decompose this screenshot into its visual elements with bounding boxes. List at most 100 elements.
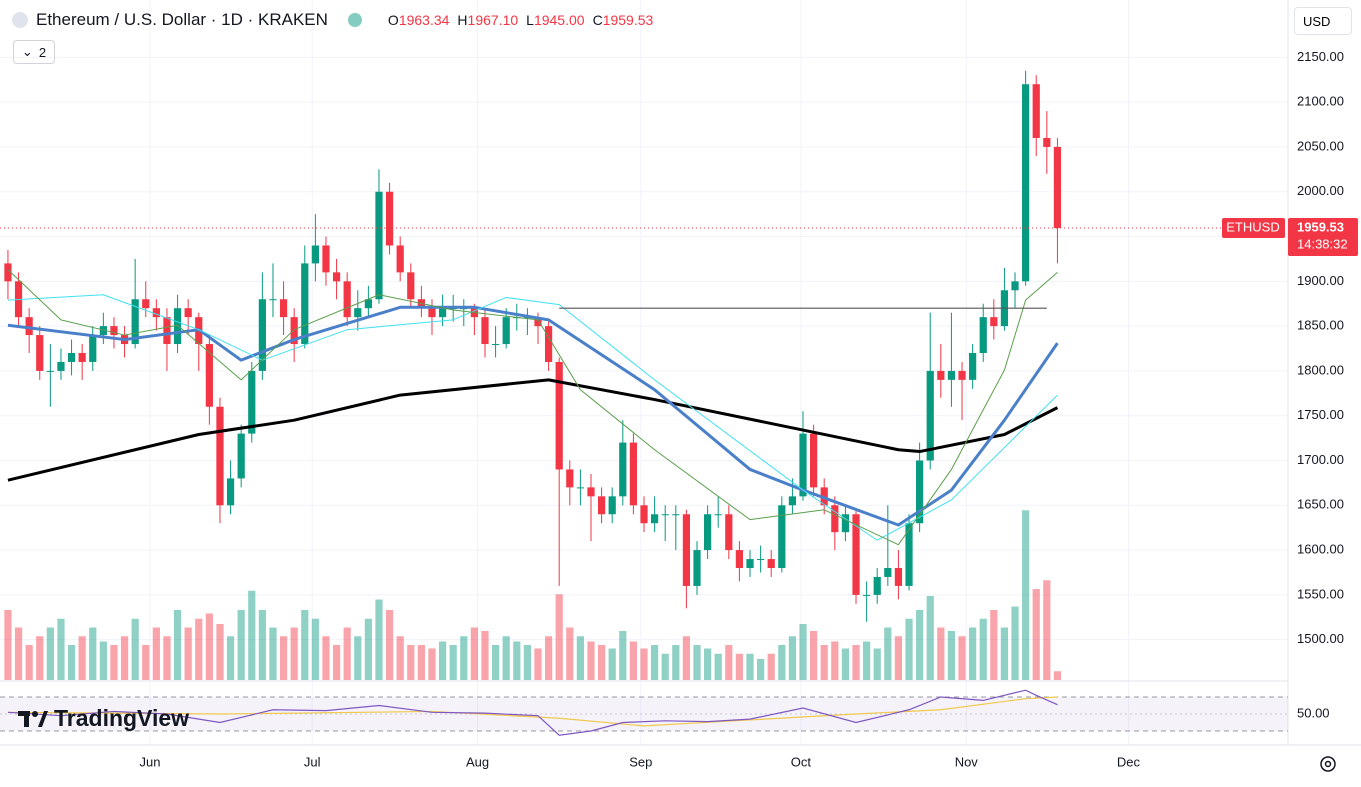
volume-bar <box>120 636 129 680</box>
candle-body <box>163 317 171 345</box>
market-status <box>347 13 362 27</box>
candle-body <box>555 361 563 470</box>
volume-bar <box>958 636 966 680</box>
volume-bar <box>449 645 457 680</box>
volume-bar <box>947 631 956 680</box>
volume-bar <box>301 610 309 680</box>
volume-bar <box>778 645 786 680</box>
volume-bar <box>841 648 850 680</box>
volume-bar <box>36 636 44 680</box>
candle-body <box>311 245 319 264</box>
price-label-box <box>1288 217 1358 256</box>
candle-body <box>407 272 415 300</box>
volume-bar <box>237 610 245 680</box>
candle-body <box>152 308 160 318</box>
x-tick-label: Jun <box>140 754 161 769</box>
moving-average <box>7 378 1059 482</box>
y-tick-label: 2050.00 <box>1297 138 1344 153</box>
volume-bar <box>470 627 478 680</box>
candle-body <box>502 317 510 345</box>
candle-body <box>619 442 627 497</box>
volume-bar <box>269 627 277 680</box>
candle-body <box>778 505 786 569</box>
logo-text: TradingView <box>54 705 190 731</box>
logo-icon <box>18 710 48 727</box>
symbol-icon <box>12 12 28 28</box>
volume-bar <box>990 610 998 680</box>
candle-body <box>1011 281 1019 291</box>
moving-average <box>7 269 1058 546</box>
volume-bar <box>152 627 160 680</box>
close-label: C <box>592 12 603 28</box>
volume-bar <box>597 645 606 680</box>
volume-bar <box>491 645 500 680</box>
symbol-header: Ethereum / U.S. Dollar · 1D · KRAKEN O 19… <box>12 10 653 30</box>
volume-bar <box>544 636 553 680</box>
volume-bar <box>534 648 542 680</box>
indicators-toggle[interactable]: ⌄ 2 <box>13 40 55 64</box>
symbol-title[interactable]: Ethereum / U.S. Dollar · 1D · KRAKEN <box>36 10 328 29</box>
candle-body <box>566 469 574 488</box>
candle-body <box>969 352 977 380</box>
candle-body <box>258 299 266 371</box>
candle-body <box>36 335 44 371</box>
currency-select[interactable]: USD <box>1294 7 1352 35</box>
price-label: 1959.53 <box>1297 219 1344 234</box>
volume-bar <box>969 627 977 680</box>
candle-body <box>1032 84 1040 138</box>
candle-body <box>757 559 765 561</box>
x-tick-label: Aug <box>466 754 489 769</box>
x-tick-label: Dec <box>1117 754 1141 769</box>
candle-body <box>46 370 54 372</box>
low-value: 1945.00 <box>533 12 585 28</box>
y-tick-label: 1700.00 <box>1297 452 1344 467</box>
candle-body <box>735 550 744 569</box>
symbol-tag-label: ETHUSD <box>1226 219 1279 234</box>
open-label: O <box>387 12 399 28</box>
volume-bar <box>142 645 150 680</box>
candle-body <box>979 317 987 353</box>
close-value: 1959.53 <box>602 12 654 28</box>
indicator-count: 2 <box>38 44 47 60</box>
volume-bar <box>799 624 807 680</box>
y-tick-label: 1500.00 <box>1297 631 1344 646</box>
moving-average <box>7 294 1058 541</box>
volume-bar <box>67 645 76 680</box>
volume-bar <box>226 636 235 680</box>
volume-bar <box>863 641 871 680</box>
volume-bar <box>502 636 510 680</box>
candle-body <box>852 514 860 595</box>
candle-body <box>385 191 394 246</box>
rsi-tick-label: 50.00 <box>1297 705 1330 720</box>
volume-bar <box>354 636 362 680</box>
candle-body <box>544 326 553 362</box>
volume-bar <box>163 636 171 680</box>
volume-bar <box>513 641 521 680</box>
volume-bar <box>661 653 669 680</box>
candle-body <box>301 263 309 345</box>
candle-body <box>110 326 118 336</box>
volume-bar <box>810 631 818 680</box>
volume-bar <box>258 610 266 680</box>
settings-icon[interactable] <box>1320 756 1336 772</box>
candle-body <box>428 308 436 318</box>
volume-bar <box>279 636 288 680</box>
candle-body <box>375 191 383 300</box>
y-tick-label: 1650.00 <box>1297 497 1344 512</box>
y-tick-label: 1550.00 <box>1297 586 1344 601</box>
volume-bar <box>820 645 828 680</box>
x-tick-label: Oct <box>791 754 812 769</box>
candle-body <box>863 594 871 596</box>
volume-bar <box>417 645 425 680</box>
candle-body <box>78 352 86 362</box>
volume-bar <box>428 648 436 680</box>
volume-bar <box>99 641 107 680</box>
logo: TradingView <box>18 705 189 732</box>
candle-body <box>629 442 638 506</box>
candle-body <box>173 308 182 345</box>
volume-bar <box>735 653 744 680</box>
volume-bar <box>14 627 23 680</box>
volume-bar <box>555 594 563 680</box>
candle-body <box>788 496 797 506</box>
